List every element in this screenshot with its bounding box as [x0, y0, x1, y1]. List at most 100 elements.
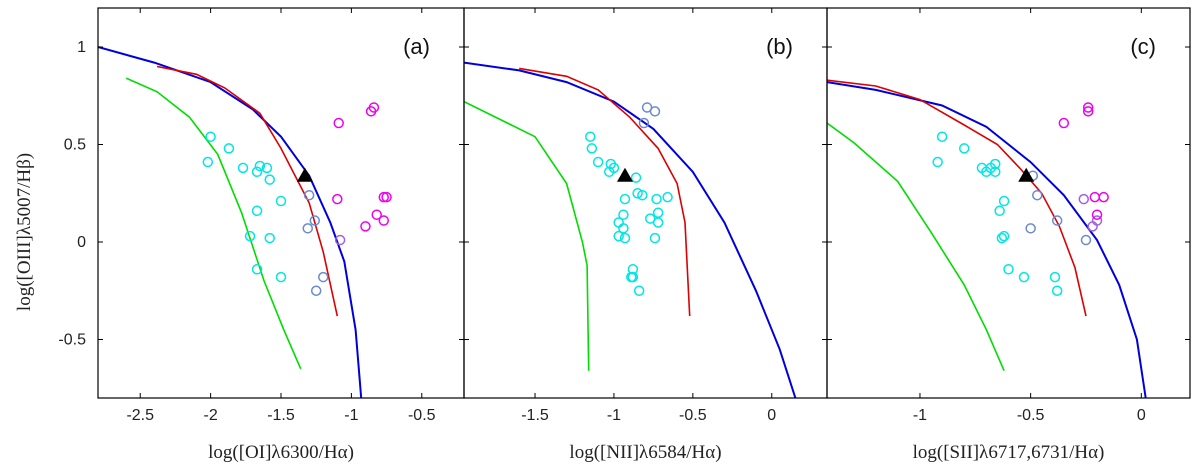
data-point	[932, 156, 943, 168]
data-point	[1080, 234, 1092, 246]
x-tick-label: 0	[767, 407, 776, 424]
data-point	[633, 285, 645, 296]
data-point	[592, 156, 604, 168]
data-point	[1032, 189, 1043, 201]
red-demarcation-line	[156, 65, 339, 317]
data-point	[332, 193, 343, 205]
panel-label: (c)	[1130, 34, 1156, 59]
data-point	[302, 223, 313, 234]
panel-2: -1.5 -1 -0.5 0 (b) log([NII]λ6584/Hα)	[463, 7, 828, 463]
data-point	[333, 117, 344, 129]
data-point	[652, 207, 664, 218]
data-point	[630, 172, 642, 183]
x-axis-label: log([SII]λ6717,6731/Hα)	[913, 442, 1105, 463]
data-point	[637, 189, 648, 201]
data-point	[1082, 106, 1094, 117]
data-point	[994, 205, 1005, 217]
data-point	[1091, 209, 1103, 220]
data-point	[254, 160, 266, 172]
data-point	[1082, 102, 1094, 113]
y-tick-label: 1	[77, 39, 86, 56]
data-point	[618, 223, 629, 234]
x-tick-label: -0.5	[408, 407, 436, 424]
x-tick-label: -0.5	[679, 407, 707, 424]
y-tick-label: -0.5	[58, 332, 86, 349]
data-point	[638, 117, 650, 129]
data-point	[989, 158, 1001, 170]
data-point	[586, 143, 598, 154]
blue-demarcation-line	[827, 81, 1147, 398]
data-point	[989, 166, 1001, 178]
data-point	[264, 174, 275, 185]
plot-frame	[97, 7, 465, 399]
green-demarcation-line	[827, 122, 1005, 372]
y-tick-label: 0	[77, 234, 86, 251]
panel-label: (b)	[766, 34, 793, 59]
data-point	[996, 232, 1008, 244]
y-axis-label: log([OIII]λ5007/Hβ)	[14, 153, 35, 311]
panel-3: -1 -0.5 0 (c) log([SII]λ6717,6731/Hα)	[826, 7, 1191, 463]
x-tick-label: -0.5	[1017, 407, 1045, 424]
data-point	[619, 232, 631, 244]
data-point	[619, 193, 631, 205]
blue-demarcation-line	[98, 46, 363, 398]
data-point	[936, 131, 948, 142]
data-point	[1089, 191, 1101, 203]
data-point	[958, 143, 970, 154]
x-tick-label: -2.5	[126, 407, 154, 424]
x-tick-label: -1	[607, 407, 621, 424]
data-point	[310, 285, 322, 296]
x-axis-label: log([OI]λ6300/Hα)	[208, 442, 354, 463]
data-point	[309, 215, 321, 226]
data-point	[662, 191, 673, 203]
y-tick-label: 0.5	[64, 137, 86, 154]
data-point	[998, 230, 1010, 242]
data-point	[371, 209, 382, 220]
data-point	[613, 217, 624, 228]
data-point	[998, 195, 1010, 207]
red-demarcation-line	[519, 67, 691, 317]
x-tick-label: -1.5	[521, 407, 549, 424]
data-point	[205, 131, 216, 142]
x-tick-label: -1.5	[267, 407, 295, 424]
triangle-marker	[296, 167, 313, 182]
data-point	[649, 106, 661, 117]
data-point	[360, 221, 371, 232]
data-point	[261, 162, 273, 174]
x-tick-label: 0	[1137, 407, 1146, 424]
panel-label: (a)	[403, 34, 430, 59]
data-point	[603, 166, 615, 178]
x-tick-label: -1	[913, 407, 927, 424]
data-point	[275, 195, 287, 207]
red-demarcation-line	[827, 79, 1087, 317]
data-point	[251, 264, 263, 275]
data-point	[365, 106, 377, 117]
data-point	[627, 271, 639, 283]
x-axis-label: log([NII]λ6584/Hα)	[569, 442, 721, 463]
data-point	[651, 193, 662, 205]
data-point	[652, 217, 664, 228]
green-demarcation-line	[464, 100, 590, 371]
data-point	[275, 271, 287, 283]
data-point	[244, 230, 256, 242]
data-point	[1003, 264, 1014, 275]
data-point	[378, 215, 390, 226]
panel-1: -2.5 -2 -1.5 -1 -0.5 1 0.5 0 -0.5 (a) log([OI]λ630…	[58, 7, 465, 463]
x-tick-label: -2	[203, 407, 217, 424]
data-point	[585, 131, 596, 142]
triangle-marker	[1018, 167, 1035, 182]
data-point	[627, 264, 639, 275]
data-point	[381, 191, 392, 203]
data-point	[1078, 193, 1090, 205]
data-point	[264, 232, 275, 244]
data-point	[317, 271, 329, 283]
green-demarcation-line	[125, 77, 302, 370]
data-point	[1018, 271, 1030, 283]
data-point	[1049, 271, 1061, 283]
data-point	[251, 205, 263, 217]
data-point	[1098, 191, 1109, 203]
data-point	[618, 209, 629, 220]
plot-frame	[826, 7, 1191, 399]
plot-frame	[463, 7, 828, 399]
